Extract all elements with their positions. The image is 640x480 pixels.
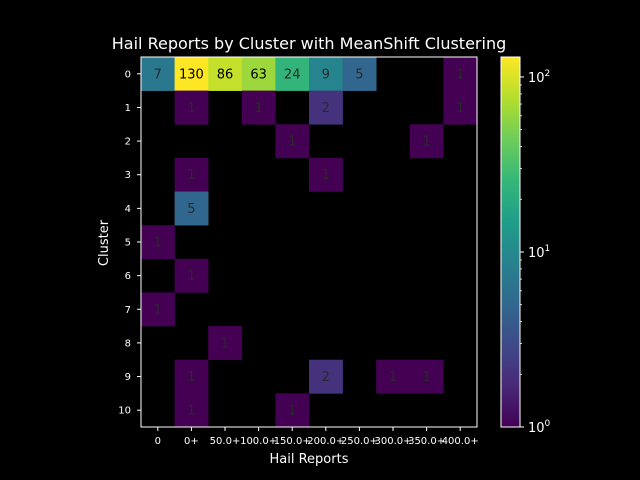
colorbar-ticks: 100 101 102 — [520, 69, 551, 436]
y-tick-label: 4 — [125, 204, 131, 215]
cell-value-label: 1 — [422, 135, 430, 150]
x-tick-label: 0+ — [184, 436, 199, 447]
y-tick-label: 0 — [125, 69, 131, 80]
cell-value-label: 2 — [322, 101, 330, 116]
heatmap-cell — [174, 57, 209, 91]
colorbar-tick-label: 101 — [528, 244, 550, 261]
cell-value-label: 1 — [187, 370, 195, 385]
heatmap-cell — [208, 326, 243, 361]
cell-value-label: 1 — [456, 101, 464, 116]
heatmap-cell — [208, 57, 243, 91]
heatmap-cell — [443, 57, 478, 91]
cell-value-label: 1 — [187, 404, 195, 419]
x-tick-label: 350.0+ — [408, 436, 445, 447]
cell-value-label: 1 — [456, 67, 464, 82]
chart-title: Hail Reports by Cluster with MeanShift C… — [112, 34, 506, 53]
heatmap-cell — [241, 57, 276, 91]
cell-value-label: 63 — [250, 67, 267, 82]
colorbar-tick-label: 100 — [528, 419, 551, 436]
x-tick-label: 150.0+ — [274, 436, 311, 447]
cell-value-label: 1 — [254, 101, 262, 116]
cell-value-label: 24 — [284, 67, 301, 82]
cell-value-label: 9 — [322, 67, 330, 82]
x-tick-label: 300.0+ — [374, 436, 411, 447]
colorbar-tick-label: 102 — [528, 69, 550, 86]
cell-value-label: 1 — [221, 336, 229, 351]
cell-value-label: 1 — [187, 168, 195, 183]
cell-value-label: 2 — [322, 370, 330, 385]
cell-value-label: 1 — [187, 101, 195, 116]
heatmap-cell — [174, 90, 209, 125]
y-tick-label: 10 — [118, 406, 131, 417]
y-axis-label: Cluster — [97, 219, 112, 266]
heatmap-cell — [275, 124, 310, 159]
heatmap-cell — [275, 393, 310, 428]
heatmap-cell — [309, 359, 343, 394]
cell-value-label: 1 — [154, 303, 162, 318]
heatmap-cell — [174, 393, 209, 428]
heatmap-cell — [443, 90, 478, 125]
heatmap-cell — [241, 90, 276, 125]
y-tick-label: 5 — [125, 238, 131, 249]
x-tick-label: 400.0+ — [442, 436, 479, 447]
cell-value-label: 1 — [187, 269, 195, 284]
heatmap-cell — [141, 57, 175, 91]
y-tick-label: 1 — [125, 103, 131, 114]
cell-value-label: 1 — [154, 236, 162, 251]
heatmap-cell — [342, 57, 377, 91]
heatmap-cell — [376, 359, 411, 394]
y-tick-label: 2 — [125, 137, 131, 148]
heatmap-cell-labels: 7 130 86 63 24 9 5 1 1 1 2 1 1 1 1 1 5 1 1 1 1 1 2 1 1 1 1 — [154, 67, 465, 418]
heatmap-cell — [174, 157, 209, 192]
cell-value-label: 1 — [288, 404, 296, 419]
heatmap-cell — [409, 359, 444, 394]
cell-value-label: 86 — [217, 67, 234, 82]
colorbar — [500, 56, 521, 428]
y-tick-label: 7 — [125, 305, 131, 316]
x-tick-label: 250.0+ — [341, 436, 378, 447]
cell-value-label: 1 — [322, 168, 330, 183]
y-tick-label: 3 — [125, 170, 131, 181]
cell-value-label: 1 — [389, 370, 397, 385]
cell-value-label: 7 — [154, 67, 162, 82]
heatmap-cell — [309, 57, 343, 91]
cell-value-label: 5 — [187, 202, 195, 217]
heatmap-cell — [174, 191, 209, 226]
y-tick-label: 9 — [125, 372, 131, 383]
y-tick-label: 8 — [125, 338, 131, 349]
x-tick-label: 200.0+ — [307, 436, 344, 447]
cell-value-label: 5 — [355, 67, 363, 82]
heatmap-cell — [174, 258, 209, 293]
heatmap-cell — [141, 225, 175, 260]
heatmap-cells — [141, 57, 478, 428]
x-tick-label: 0 — [155, 436, 161, 447]
heatmap-cell — [309, 157, 343, 192]
cell-value-label: 130 — [179, 67, 204, 82]
cell-value-label: 1 — [422, 370, 430, 385]
y-tick-label: 6 — [125, 271, 131, 282]
x-axis-label: Hail Reports — [270, 452, 349, 467]
x-tick-label: 50.0+ — [210, 436, 241, 447]
heatmap-cell — [409, 124, 444, 159]
heatmap-cell — [141, 292, 175, 327]
x-axis-ticks: 0 0+ 50.0+ 100.0+150.0+200.0+250.0+300.0+35… — [155, 427, 479, 447]
y-axis-ticks: 0 1 2 3 4 5 6 7 8 9 10 — [118, 69, 141, 417]
heatmap-cell — [275, 57, 310, 91]
heatmap-cell — [174, 359, 209, 394]
x-tick-label: 100.0+ — [240, 436, 277, 447]
cell-value-label: 1 — [288, 135, 296, 150]
heatmap-cell — [309, 90, 343, 125]
